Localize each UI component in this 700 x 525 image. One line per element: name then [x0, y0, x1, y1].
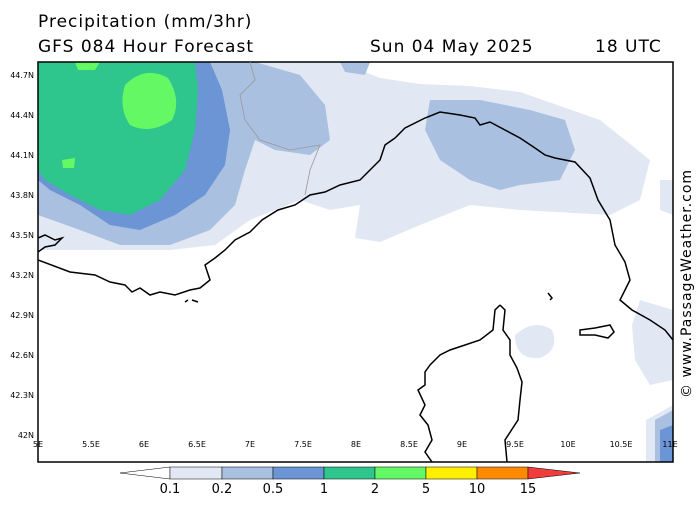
lon-tick: 9.5E — [506, 440, 524, 449]
lat-tick: 43.8N — [10, 191, 34, 200]
colorbar-label: 0.1 — [159, 482, 181, 497]
colorbar-label: 2 — [370, 482, 380, 497]
lat-tick: 44.4N — [10, 111, 34, 120]
lon-tick: 11E — [662, 440, 678, 449]
colorbar-label: 0.2 — [211, 482, 233, 497]
colorbar — [119, 466, 581, 480]
precip-band-very-heavy — [62, 62, 177, 168]
chart-title: Precipitation (mm/3hr) — [38, 12, 253, 32]
lat-tick: 43.2N — [10, 271, 34, 280]
lon-tick: 5E — [32, 440, 44, 449]
lon-tick: 6.5E — [188, 440, 206, 449]
colorbar-right-arrow — [527, 466, 581, 480]
colorbar-label: 1 — [319, 482, 329, 497]
lon-tick: 10E — [560, 440, 576, 449]
lon-tick: 6E — [138, 440, 150, 449]
lat-tick: 42.6N — [10, 351, 34, 360]
lon-tick: 7E — [244, 440, 256, 449]
map-frame — [37, 61, 674, 463]
lat-tick: 42.9N — [10, 311, 34, 320]
lat-tick: 42N — [17, 431, 34, 440]
precip-fields — [38, 62, 673, 462]
lon-tick: 8.5E — [400, 440, 418, 449]
coastline — [38, 111, 673, 462]
forecast-subtitle: GFS 084 Hour Forecast — [38, 37, 254, 57]
lon-tick: 8E — [350, 440, 362, 449]
colorbar-label: 15 — [519, 482, 537, 497]
lat-tick: 42.3N — [10, 391, 34, 400]
lon-tick: 5.5E — [82, 440, 100, 449]
lon-tick: 9E — [456, 440, 468, 449]
lon-tick: 7.5E — [294, 440, 312, 449]
colorbar-label: 5 — [421, 482, 431, 497]
country-borders — [239, 62, 321, 196]
lat-tick: 44.1N — [10, 151, 34, 160]
lat-tick: 43.5N — [10, 231, 34, 240]
colorbar-left-arrow — [119, 466, 171, 480]
forecast-date: Sun 04 May 2025 — [370, 37, 534, 57]
lat-tick: 44.7N — [10, 71, 34, 80]
colorbar-label: 0.5 — [262, 482, 284, 497]
website-credit: © www.PassageWeather.com — [679, 168, 695, 398]
lon-tick: 10.5E — [609, 440, 633, 449]
colorbar-label: 10 — [468, 482, 486, 497]
forecast-time: 18 UTC — [595, 37, 662, 57]
